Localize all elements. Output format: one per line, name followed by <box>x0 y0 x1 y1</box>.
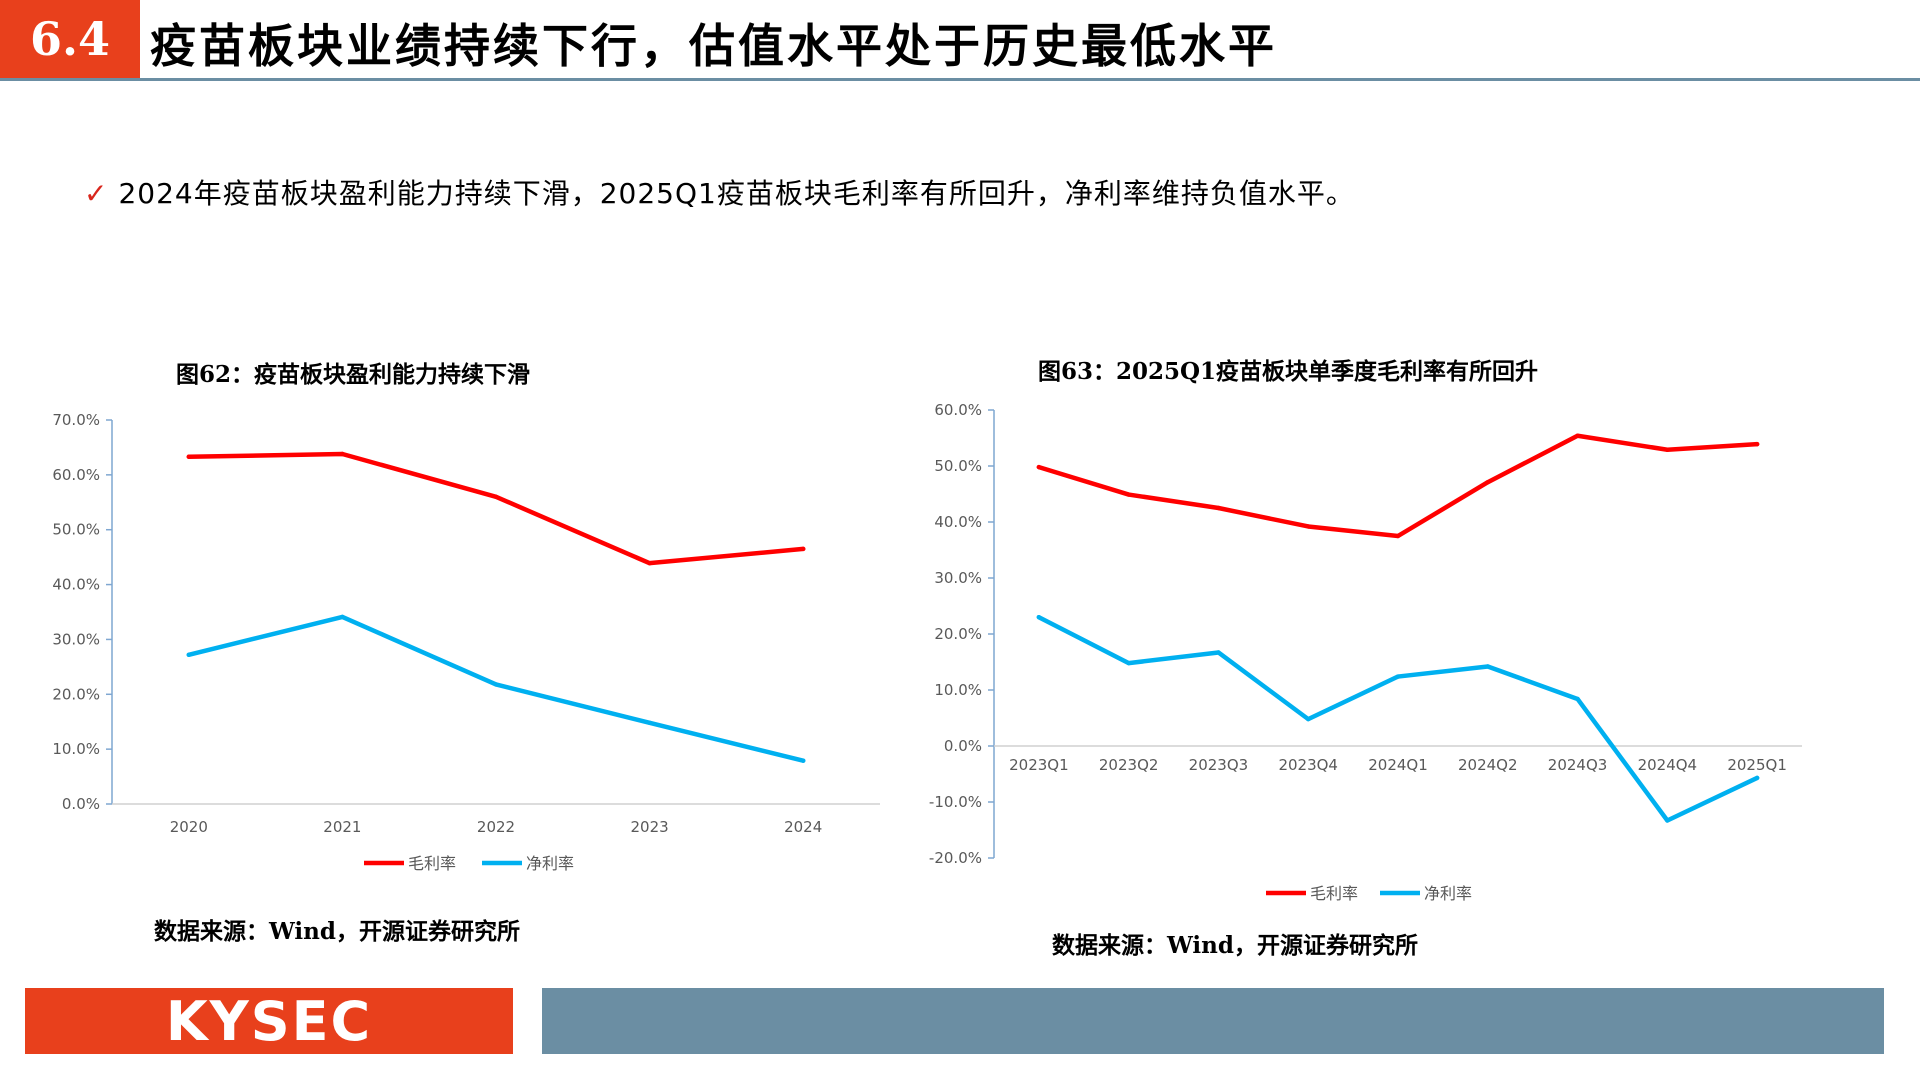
legend-label: 净利率 <box>1424 884 1472 903</box>
y-tick-label: 30.0% <box>934 569 982 587</box>
y-tick-label: 50.0% <box>934 457 982 475</box>
y-tick-label: 70.0% <box>52 411 100 429</box>
data-point <box>493 682 499 687</box>
data-point <box>1036 615 1042 620</box>
data-point <box>1126 492 1131 497</box>
series-line-gross-margin <box>1036 433 1760 539</box>
data-point <box>186 652 191 657</box>
chart2-caption: 图63：2025Q1疫苗板块单季度毛利率有所回升 <box>1038 358 1539 385</box>
data-point <box>1395 674 1401 679</box>
chart1-svg: 0.0% 10.0% 20.0% 30.0% 40.0% 50.0% 60.0% 70.0% 2… <box>52 411 880 873</box>
data-point <box>801 758 806 763</box>
legend-label: 毛利率 <box>408 854 456 873</box>
y-tick-label: 50.0% <box>52 521 100 539</box>
x-tick-label: 2024Q2 <box>1458 756 1518 774</box>
header-divider <box>0 78 1920 81</box>
data-point <box>1485 480 1490 485</box>
data-point <box>1665 818 1670 823</box>
data-point <box>340 614 345 620</box>
x-tick-label: 2020 <box>170 818 208 836</box>
data-point <box>801 546 806 552</box>
data-point <box>1306 524 1311 529</box>
series-line-net-margin <box>186 614 806 763</box>
page-title: 疫苗板块业绩持续下行，估值水平处于历史最低水平 <box>150 19 1277 73</box>
series-line-gross-margin <box>186 451 806 566</box>
y-tick-label: 60.0% <box>934 401 982 419</box>
y-tick-label: 60.0% <box>52 466 100 484</box>
data-point <box>1485 664 1490 669</box>
section-number: 6.4 <box>0 0 140 78</box>
legend-label: 净利率 <box>526 854 574 873</box>
kysec-logo: KYSEC <box>25 988 513 1054</box>
y-tick-label: 40.0% <box>934 513 982 531</box>
data-point <box>186 454 191 459</box>
data-point <box>647 720 652 726</box>
chart2-svg: -20.0% -10.0% 0.0% 10.0% 20.0% 30.0% 40.0% 50.0… <box>929 401 1802 903</box>
data-point <box>1126 660 1131 666</box>
chart1-source: 数据来源：Wind，开源证券研究所 <box>154 918 520 945</box>
footer-bar <box>542 988 1884 1054</box>
y-tick-label: 20.0% <box>52 685 100 703</box>
data-point <box>1754 441 1760 447</box>
x-tick-label: 2023Q1 <box>1009 756 1069 774</box>
data-point <box>1216 650 1221 655</box>
x-tick-label: 2023Q2 <box>1099 756 1159 774</box>
summary-text: 2024年疫苗板块盈利能力持续下滑，2025Q1疫苗板块毛利率有所回升，净利率维… <box>118 177 1355 210</box>
data-point <box>1575 433 1580 438</box>
check-icon: ✓ <box>84 177 109 210</box>
x-tick-label: 2023Q4 <box>1278 756 1338 774</box>
y-tick-label: 20.0% <box>934 625 982 643</box>
y-tick-label: 10.0% <box>52 740 100 758</box>
y-tick-label: 30.0% <box>52 630 100 648</box>
x-tick-label: 2021 <box>323 818 361 836</box>
y-tick-label: -10.0% <box>929 793 982 811</box>
series-line-net-margin <box>1036 614 1760 823</box>
data-point <box>1216 505 1221 511</box>
data-point <box>1665 447 1670 452</box>
data-point <box>1754 775 1760 781</box>
x-tick-label: 2024Q1 <box>1368 756 1428 774</box>
data-point <box>647 560 652 566</box>
legend-label: 毛利率 <box>1310 884 1358 903</box>
data-point <box>1036 464 1042 470</box>
chart1-caption: 图62：疫苗板块盈利能力持续下滑 <box>176 361 531 388</box>
data-point <box>1306 716 1311 722</box>
chart2-source: 数据来源：Wind，开源证券研究所 <box>1052 932 1418 959</box>
x-tick-label: 2023Q3 <box>1189 756 1249 774</box>
data-point <box>340 451 345 457</box>
y-tick-label: 40.0% <box>52 576 100 594</box>
summary-bullet: ✓ 2024年疫苗板块盈利能力持续下滑，2025Q1疫苗板块毛利率有所回升，净利率… <box>84 172 1355 212</box>
data-point <box>493 494 499 499</box>
x-tick-label: 2024Q4 <box>1638 756 1698 774</box>
x-tick-label: 2022 <box>477 818 515 836</box>
x-tick-label: 2023 <box>631 818 669 836</box>
x-tick-label: 2024Q3 <box>1548 756 1608 774</box>
x-tick-label: 2024 <box>784 818 822 836</box>
y-tick-label: 10.0% <box>934 681 982 699</box>
data-point <box>1575 696 1580 702</box>
data-point <box>1395 533 1401 539</box>
y-tick-label: 0.0% <box>62 795 100 813</box>
x-tick-label: 2025Q1 <box>1727 756 1787 774</box>
y-tick-label: -20.0% <box>929 849 982 867</box>
y-tick-label: 0.0% <box>944 737 982 755</box>
